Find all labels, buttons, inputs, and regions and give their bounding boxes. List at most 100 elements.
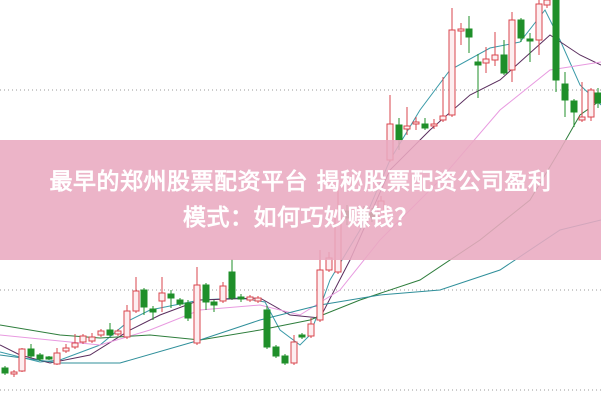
candle-body [228, 271, 236, 299]
article-title-line-1: 最早的郑州股票配资平台 揭秘股票配资公司盈利 [49, 169, 552, 195]
candle-body [430, 123, 438, 127]
up-candle [535, 0, 543, 55]
down-candle [45, 356, 53, 360]
title-banner: 最早的郑州股票配资平台 揭秘股票配资公司盈利 模式：如何巧妙赚钱？ [0, 140, 601, 260]
candle-body [491, 54, 499, 61]
candle-body [561, 83, 569, 101]
candle-body [254, 297, 262, 302]
up-candle [71, 334, 79, 349]
candle-body [439, 115, 447, 121]
candle-body [106, 329, 114, 336]
candle-body [71, 342, 79, 348]
up-candle [587, 88, 595, 121]
up-candle [316, 250, 324, 322]
up-candle [457, 23, 465, 45]
candle-body [578, 116, 586, 121]
candle-body [246, 296, 254, 301]
up-candle [158, 277, 166, 312]
candle-body [457, 28, 465, 32]
down-candle [517, 18, 525, 42]
candle-body [123, 310, 131, 338]
up-candle [254, 296, 262, 303]
candle-body [45, 356, 53, 360]
gridlines [0, 89, 601, 391]
candle-body [290, 341, 298, 364]
candle-body [18, 348, 26, 372]
down-candle [272, 345, 280, 358]
moving-average-line [0, 61, 601, 346]
down-candle [263, 306, 271, 349]
candle-body [184, 302, 192, 319]
candle-body [219, 285, 227, 302]
down-candle [149, 306, 157, 320]
down-candle [176, 298, 184, 306]
candle-body [307, 323, 315, 337]
down-candle [228, 259, 236, 300]
up-candle [307, 318, 315, 338]
up-candle [290, 335, 298, 365]
up-candle [412, 117, 420, 130]
up-candle [62, 344, 70, 353]
up-candle [482, 47, 490, 73]
candle-body [543, 0, 551, 6]
candle-body [10, 371, 18, 375]
up-candle [578, 82, 586, 122]
down-candle [184, 300, 192, 321]
candle-body [158, 292, 166, 302]
candle-body [1, 367, 9, 374]
candle-body [482, 58, 490, 64]
down-candle [281, 354, 289, 365]
candle-body [62, 347, 70, 352]
candle-body [114, 330, 122, 335]
moving-average-lines [0, 9, 601, 364]
up-candle [97, 329, 105, 337]
candle-body [587, 89, 595, 118]
candle-body [97, 330, 105, 336]
down-candle [526, 33, 534, 62]
up-candle [193, 267, 201, 345]
candle-body [27, 348, 35, 357]
candle-body [474, 61, 482, 66]
candle-body [202, 284, 210, 303]
candle-body [500, 54, 508, 74]
up-candle [123, 305, 131, 339]
article-title-line-2: 模式：如何巧妙赚钱？ [183, 205, 418, 231]
candle-body [88, 336, 96, 342]
down-candle [474, 54, 482, 98]
candle-body [465, 28, 473, 38]
up-candle [246, 295, 254, 302]
candle-body [403, 125, 411, 130]
up-candle [219, 282, 227, 303]
down-candle [561, 72, 569, 117]
down-candle [140, 288, 148, 315]
candle-body [140, 289, 148, 308]
candle-body [517, 19, 525, 39]
candle-body [594, 92, 601, 104]
candle-body [412, 121, 420, 125]
up-candle [508, 12, 516, 82]
candle-body [281, 355, 289, 364]
candle-body [552, 0, 560, 81]
down-candle [27, 344, 35, 358]
candle-body [79, 335, 87, 343]
candle-body [193, 284, 201, 344]
up-candle [543, 0, 551, 8]
candle-body [316, 269, 324, 321]
candle-body [272, 346, 280, 357]
candle-body [237, 296, 245, 300]
up-candle [403, 107, 411, 135]
down-candle [202, 283, 210, 310]
up-candle [132, 277, 140, 313]
down-candle [106, 323, 114, 336]
up-candle [439, 77, 447, 122]
up-candle [491, 32, 499, 66]
down-candle [237, 294, 245, 302]
down-candle [594, 88, 601, 108]
down-candle [570, 99, 578, 127]
down-candle [465, 16, 473, 53]
up-candle [10, 370, 18, 377]
candle-body [132, 290, 140, 312]
candle-body [210, 301, 218, 306]
candle-body [53, 352, 61, 365]
candle-body [149, 308, 157, 313]
